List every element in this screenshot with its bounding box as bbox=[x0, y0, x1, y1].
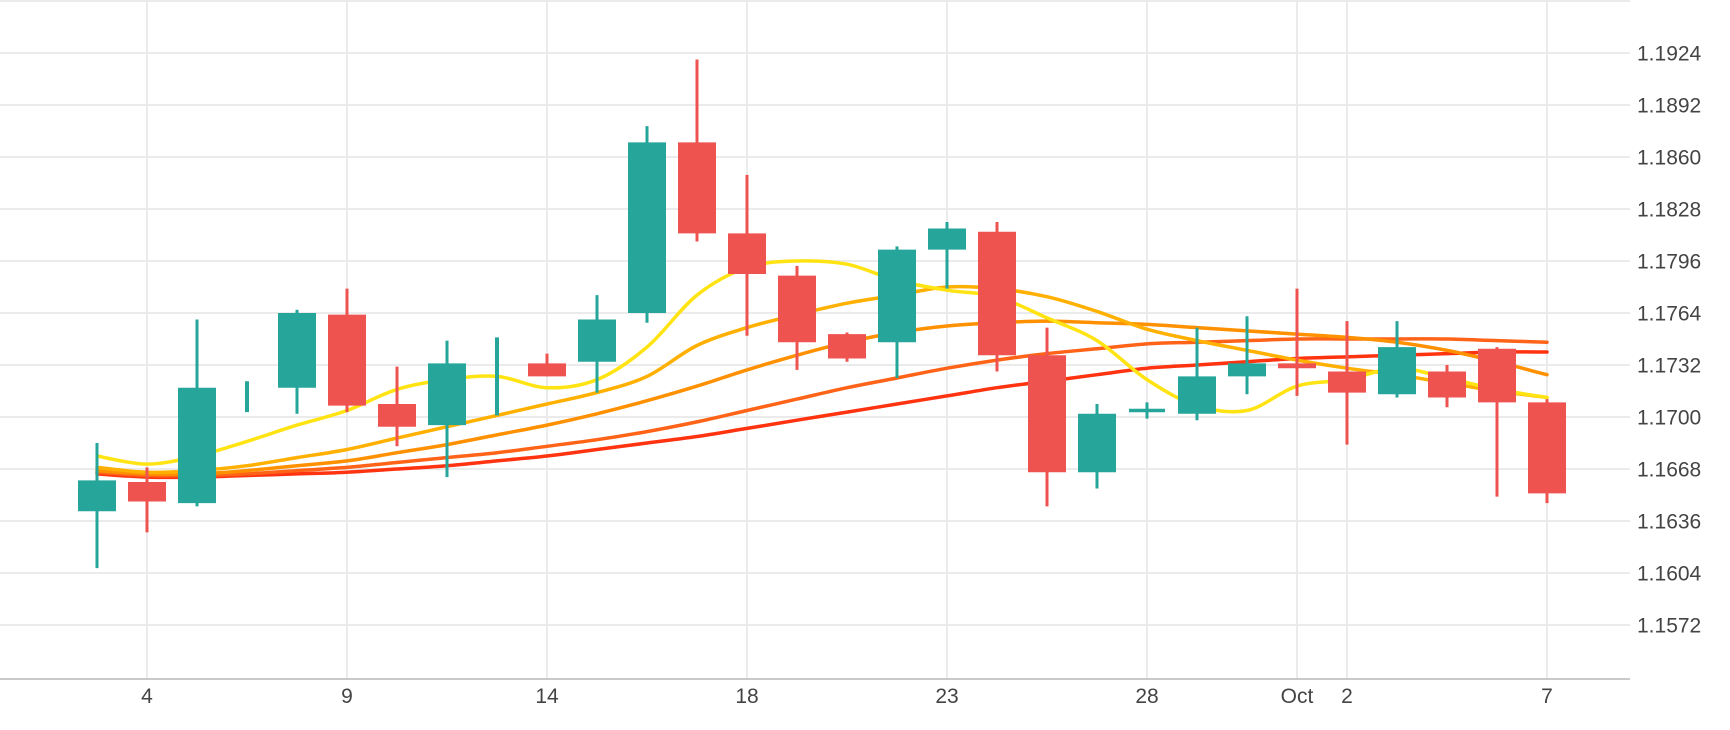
y-axis-tick-label: 1.1636 bbox=[1637, 511, 1701, 534]
candle-body bbox=[1078, 413, 1116, 473]
candle-body bbox=[1228, 363, 1266, 377]
x-axis-tick-label: 9 bbox=[341, 685, 353, 708]
candle-body bbox=[778, 275, 816, 343]
candle[interactable] bbox=[1528, 399, 1566, 504]
x-axis-tick-label: 23 bbox=[935, 685, 958, 708]
y-axis-tick-label: 1.1764 bbox=[1637, 303, 1702, 326]
candle-body bbox=[328, 314, 366, 406]
candle-range-bar bbox=[245, 381, 249, 413]
candle-body bbox=[928, 228, 966, 250]
candle-wick bbox=[1295, 288, 1299, 396]
candle-body bbox=[828, 334, 866, 359]
ma-line-deep-orange bbox=[95, 337, 1549, 478]
candle[interactable] bbox=[495, 337, 499, 416]
ma-overlays bbox=[95, 259, 1549, 480]
candle[interactable] bbox=[878, 246, 916, 378]
candle-body bbox=[278, 313, 316, 388]
candle-body bbox=[428, 363, 466, 426]
candle[interactable] bbox=[578, 295, 616, 393]
x-axis-tick-label: 7 bbox=[1541, 685, 1553, 708]
candle-body bbox=[1028, 355, 1066, 473]
candle[interactable] bbox=[728, 174, 766, 336]
candle[interactable] bbox=[1378, 321, 1416, 398]
candle[interactable] bbox=[628, 126, 666, 323]
candle-range-bar bbox=[495, 337, 499, 416]
candle[interactable] bbox=[778, 265, 816, 370]
y-axis-tick-label: 1.1796 bbox=[1637, 251, 1701, 274]
candle[interactable] bbox=[928, 222, 966, 289]
candle-body bbox=[1378, 347, 1416, 395]
y-axis-tick-label: 1.1860 bbox=[1637, 147, 1701, 170]
x-axis-tick-label: 28 bbox=[1135, 685, 1158, 708]
candle-body bbox=[1528, 402, 1566, 494]
candle[interactable] bbox=[1129, 402, 1165, 419]
candle[interactable] bbox=[378, 366, 416, 447]
candle[interactable] bbox=[1178, 327, 1216, 421]
candle-body bbox=[78, 480, 116, 512]
candle[interactable] bbox=[828, 332, 866, 362]
candle-body bbox=[628, 142, 666, 313]
y-axis-tick-label: 1.1732 bbox=[1637, 355, 1701, 378]
candle[interactable] bbox=[178, 319, 216, 507]
candle[interactable] bbox=[1278, 288, 1316, 396]
candle-body bbox=[578, 319, 616, 362]
candle-body bbox=[1278, 363, 1316, 369]
candle[interactable] bbox=[528, 353, 566, 377]
candle-body bbox=[128, 482, 166, 502]
candle[interactable] bbox=[278, 309, 316, 414]
candle-body bbox=[178, 387, 216, 504]
candle-body bbox=[1178, 376, 1216, 414]
x-axis-tick-label: Oct bbox=[1281, 685, 1314, 708]
candle-wick bbox=[945, 222, 949, 289]
candle[interactable] bbox=[78, 443, 116, 569]
axis-labels: 1.1924 1.1892 1.1860 1.1828 1.1796 1.1764 1.17… bbox=[141, 43, 1701, 709]
candle-body bbox=[678, 142, 716, 234]
candle[interactable] bbox=[328, 288, 366, 413]
candle-body bbox=[528, 363, 566, 377]
ma-line-yellow bbox=[95, 259, 1549, 466]
candle-body bbox=[1328, 371, 1366, 393]
candle[interactable] bbox=[1428, 365, 1466, 408]
candles-series bbox=[78, 59, 1566, 569]
candle-wick bbox=[1495, 347, 1499, 497]
candle[interactable] bbox=[128, 467, 166, 533]
candle[interactable] bbox=[1228, 316, 1266, 395]
y-axis-tick-label: 1.1668 bbox=[1637, 459, 1701, 482]
ma-line-red bbox=[95, 350, 1549, 480]
candle[interactable] bbox=[1028, 327, 1066, 507]
candle[interactable] bbox=[1478, 347, 1516, 497]
candle-doji-line bbox=[1129, 408, 1165, 413]
candle-wick bbox=[1195, 327, 1199, 421]
candle[interactable] bbox=[245, 381, 249, 413]
candle[interactable] bbox=[678, 59, 716, 242]
ma-line-amber bbox=[95, 284, 1549, 475]
candle[interactable] bbox=[428, 340, 466, 478]
x-axis-tick-label: 4 bbox=[141, 685, 153, 708]
candle[interactable] bbox=[1078, 404, 1116, 489]
ma-line-orange bbox=[95, 319, 1549, 477]
candle-body bbox=[978, 231, 1016, 356]
x-axis-tick-label: 14 bbox=[535, 685, 559, 708]
y-axis-tick-label: 1.1828 bbox=[1637, 199, 1701, 222]
candle-body bbox=[1478, 348, 1516, 403]
x-axis-tick-label: 18 bbox=[735, 685, 758, 708]
x-axis-tick-label: 2 bbox=[1341, 685, 1353, 708]
candle-body bbox=[728, 233, 766, 274]
candle[interactable] bbox=[1328, 321, 1366, 445]
candle-wick bbox=[1245, 316, 1249, 395]
y-axis-tick-label: 1.1700 bbox=[1637, 407, 1701, 430]
candle-body bbox=[1428, 371, 1466, 398]
candle-body bbox=[878, 249, 916, 343]
y-axis-tick-label: 1.1604 bbox=[1637, 563, 1702, 586]
candle[interactable] bbox=[978, 222, 1016, 372]
candle-body bbox=[378, 404, 416, 427]
y-axis-tick-label: 1.1924 bbox=[1637, 43, 1702, 66]
y-axis-tick-label: 1.1892 bbox=[1637, 95, 1701, 118]
y-axis-tick-label: 1.1572 bbox=[1637, 615, 1701, 638]
gridlines bbox=[0, 0, 1630, 680]
